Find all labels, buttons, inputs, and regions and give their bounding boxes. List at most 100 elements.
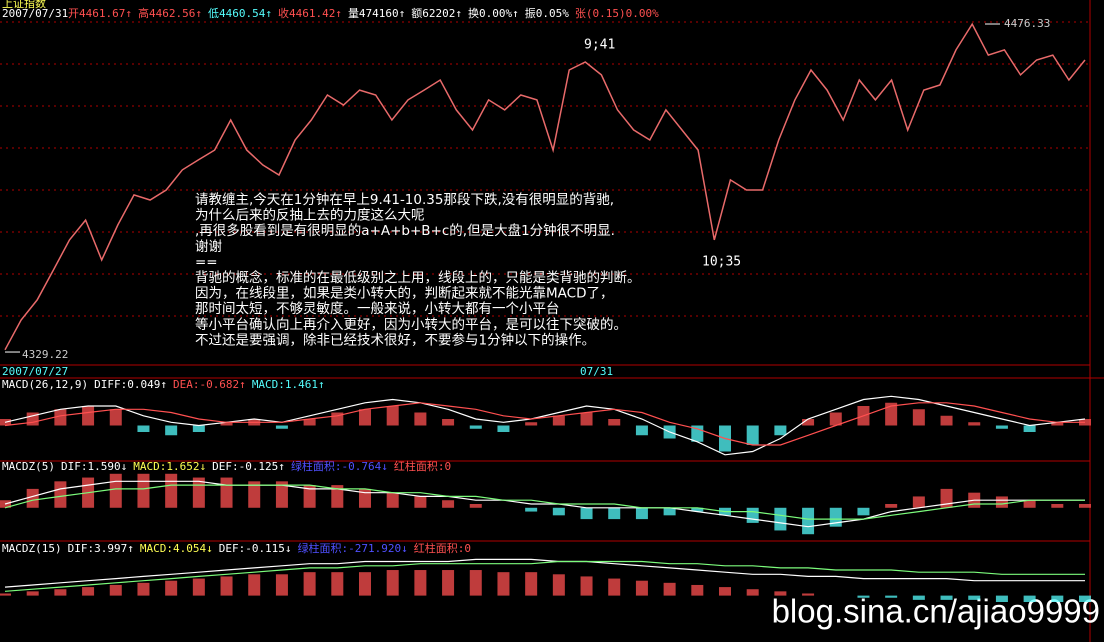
- histogram-bar: [469, 425, 482, 429]
- indicator-line: [4, 395, 1086, 456]
- histogram-bar: [774, 591, 787, 596]
- note-line: 请教缠主,今天在1分钟在早上9.41-10.35那段下跌,没有很明显的背驰,: [195, 191, 614, 208]
- histogram-bar: [940, 415, 953, 426]
- histogram-bar: [82, 406, 95, 426]
- histogram-bar: [303, 485, 316, 508]
- histogram-bar: [608, 578, 621, 596]
- histogram-bar: [912, 409, 925, 426]
- histogram-bar: [774, 425, 787, 436]
- histogram-bar: [552, 415, 565, 426]
- histogram-bar: [552, 574, 565, 596]
- note-line: 因为，在线段里，如果是类小转大的，判断起来就不能光靠MACD了，: [195, 286, 613, 302]
- label: 张(0.15)0.00%: [575, 7, 659, 20]
- histogram-bar: [635, 507, 648, 520]
- label: 红柱面积:0: [414, 541, 471, 555]
- histogram-bar: [442, 570, 455, 596]
- histogram-bar: [0, 593, 11, 596]
- label: 收4461.42↑: [278, 6, 342, 20]
- histogram-bar: [109, 473, 122, 508]
- indicator-line: [4, 558, 1085, 588]
- histogram-bar: [220, 477, 233, 508]
- indicator-line: [4, 560, 1085, 592]
- annotation: 9;41: [584, 38, 615, 53]
- histogram-bar: [386, 406, 399, 426]
- histogram-bar: [497, 425, 510, 432]
- date: 2007/07/31: [2, 7, 68, 20]
- histogram-bar: [968, 595, 981, 600]
- histogram-bar: [1051, 595, 1064, 602]
- histogram-bar: [331, 572, 344, 596]
- histogram-bar: [525, 572, 538, 596]
- histogram-bar: [802, 419, 815, 426]
- note-line: 那时间太短，不够灵敏度。一般来说，小转大都有一个小平台: [195, 301, 560, 317]
- histogram-bar: [857, 595, 870, 598]
- histogram-bar: [137, 582, 150, 596]
- histogram-bar: [802, 593, 815, 596]
- histogram-bar: [719, 587, 731, 596]
- histogram-bar: [220, 576, 233, 596]
- histogram-bar: [275, 481, 288, 508]
- histogram-bar: [469, 504, 482, 508]
- histogram-bar: [82, 587, 95, 596]
- label: 额62202↑: [411, 7, 462, 20]
- label: DIFF:0.049↑: [94, 378, 167, 391]
- histogram-bar: [580, 412, 593, 426]
- note-line: 谢谢: [195, 239, 222, 255]
- histogram-bar: [26, 591, 39, 596]
- histogram-bar: [165, 425, 178, 436]
- indicator-line: [4, 480, 1085, 528]
- histogram-bar: [968, 422, 981, 426]
- histogram-bar: [691, 584, 704, 596]
- histogram-bar: [580, 507, 593, 520]
- histogram-bar: [912, 496, 925, 508]
- histogram-bar: [359, 409, 371, 426]
- histogram-bar: [746, 425, 759, 445]
- label: DEA:-0.682↑: [173, 378, 246, 391]
- histogram-bar: [275, 574, 288, 596]
- histogram-bar: [165, 473, 178, 508]
- title: 上证指数: [2, 0, 46, 10]
- label: 绿柱面积:-271.920↓: [298, 541, 408, 555]
- histogram-bar: [137, 473, 150, 508]
- price-line: [4, 22, 1086, 351]
- histogram-bar: [691, 507, 704, 512]
- label: MACD(26,12,9): [2, 378, 88, 391]
- x-tick-label: 07/31: [580, 365, 613, 378]
- label: DIF:3.997↑: [68, 542, 134, 555]
- label: MACDZ(15): [2, 542, 62, 555]
- histogram-bar: [580, 576, 593, 596]
- histogram-bar: [1051, 504, 1064, 508]
- label: DEF:-0.115↓: [219, 542, 292, 555]
- low-label: 4329.22: [22, 348, 68, 361]
- histogram-bar: [54, 481, 67, 508]
- histogram-bar: [359, 572, 371, 596]
- histogram-bar: [552, 507, 565, 516]
- histogram-bar: [1023, 425, 1036, 432]
- histogram-bar: [414, 412, 427, 426]
- histogram-bar: [857, 507, 870, 516]
- histogram-bar: [995, 595, 1008, 602]
- histogram-bar: [663, 507, 676, 516]
- histogram-bar: [635, 425, 648, 436]
- histogram-bar: [331, 485, 344, 508]
- label: MACDZ(5): [2, 460, 55, 473]
- histogram-bar: [746, 589, 759, 596]
- histogram-bar: [303, 419, 316, 426]
- histogram-bar: [497, 572, 510, 596]
- indicator-line: [4, 402, 1085, 446]
- histogram-bar: [165, 580, 178, 596]
- histogram-bar: [442, 500, 455, 508]
- histogram-bar: [414, 570, 427, 596]
- high-label: 4476.33: [1004, 17, 1050, 30]
- histogram-bar: [248, 481, 261, 508]
- label: 红柱面积:0: [394, 459, 451, 473]
- histogram-bar: [192, 425, 205, 432]
- indicator-line: [4, 484, 1085, 520]
- histogram-bar: [137, 425, 150, 432]
- histogram-bar: [109, 584, 122, 596]
- histogram-bar: [469, 570, 482, 596]
- histogram-bar: [54, 589, 67, 596]
- label: MACD:4.054↓: [140, 542, 213, 555]
- histogram-bar: [802, 507, 815, 535]
